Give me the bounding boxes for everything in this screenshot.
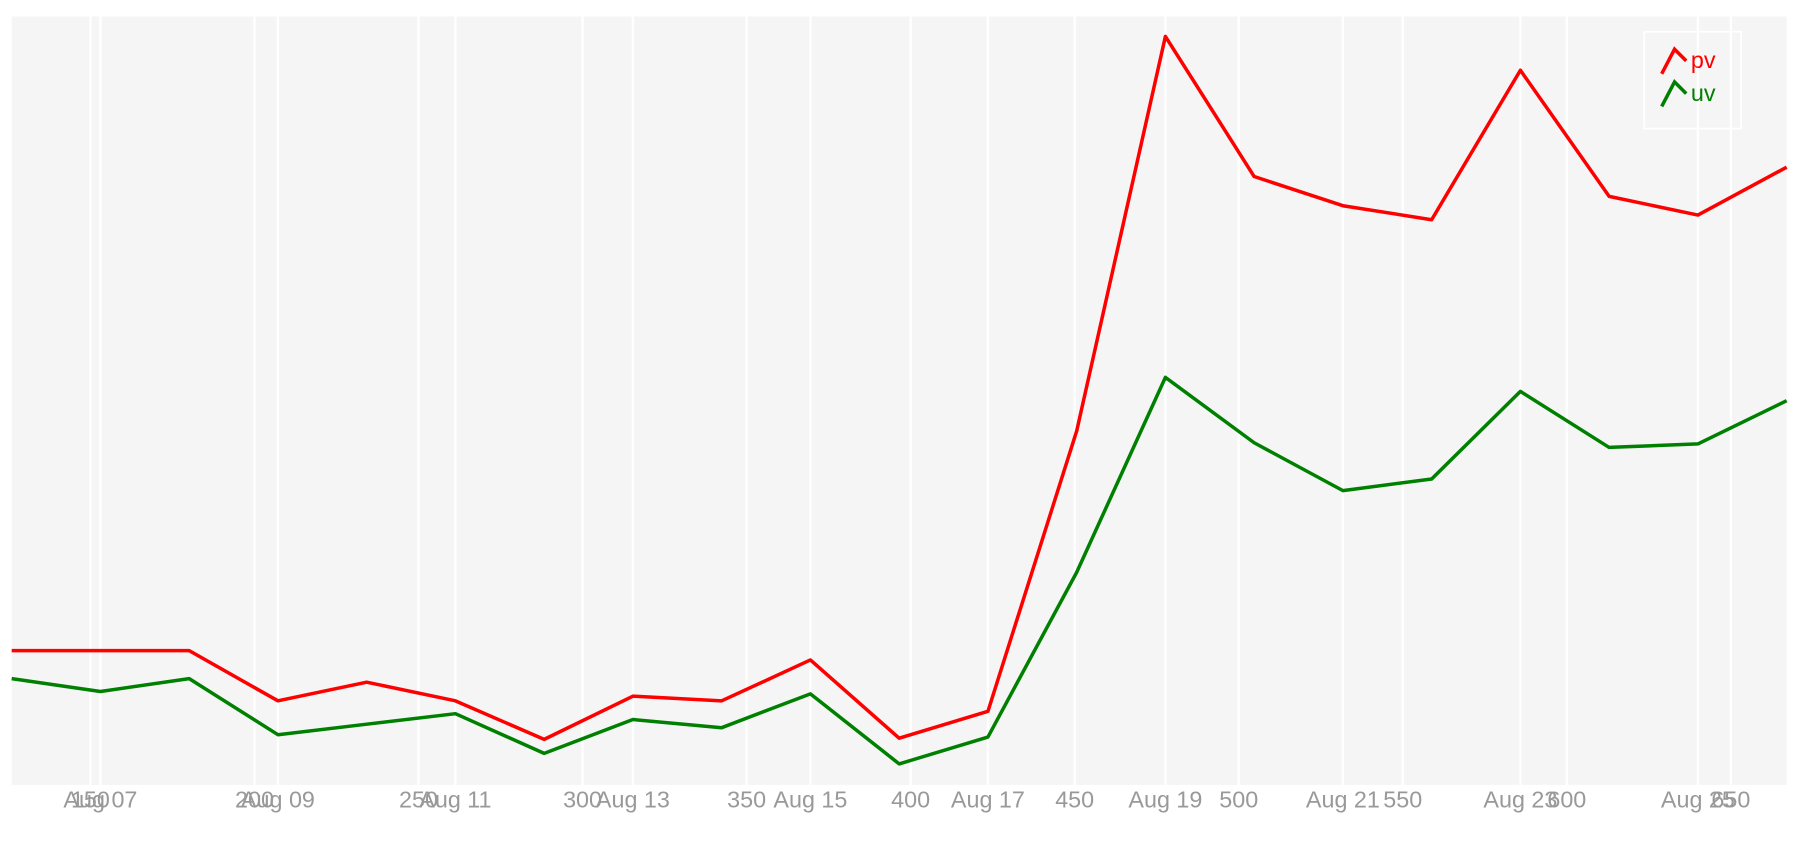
line xyxy=(11,375,1788,766)
x-tick-label: Aug 09 xyxy=(241,786,315,812)
legend-icon xyxy=(1660,46,1688,75)
x-tick-label: 650 xyxy=(1711,786,1750,812)
x-tick-label: Aug 21 xyxy=(1306,786,1380,812)
x-tick-label: Aug 11 xyxy=(419,786,491,812)
x-tick-label: Aug 17 xyxy=(951,786,1025,812)
x-tick-label: 400 xyxy=(891,786,930,812)
plot-background xyxy=(11,16,1787,785)
x-tick-label: 500 xyxy=(1219,786,1258,812)
x-tick-label: 200 xyxy=(235,786,274,812)
x-tick-label: Aug 07 xyxy=(63,786,137,812)
x-tick-label: Aug 25 xyxy=(1661,786,1735,812)
x-tick-label: Aug 19 xyxy=(1128,786,1202,812)
x-tick-label: 150 xyxy=(71,786,110,812)
x-tick-label: 300 xyxy=(563,786,602,812)
x-tick-label: Aug 15 xyxy=(773,786,847,812)
x-tick-label: 350 xyxy=(727,786,766,812)
x-tick-label: Aug 13 xyxy=(596,786,670,812)
legend-icon xyxy=(1660,79,1688,108)
legend-label: uv xyxy=(1691,80,1716,106)
line xyxy=(11,34,1788,742)
x-tick-label: 550 xyxy=(1383,786,1422,812)
x-tick-label: Aug 23 xyxy=(1483,786,1557,812)
legend-label: pv xyxy=(1691,47,1716,73)
x-tick-label: 450 xyxy=(1055,786,1094,812)
x-tick-label: 250 xyxy=(399,786,438,812)
x-tick-label: 600 xyxy=(1547,786,1586,812)
legend-box xyxy=(1643,30,1742,130)
